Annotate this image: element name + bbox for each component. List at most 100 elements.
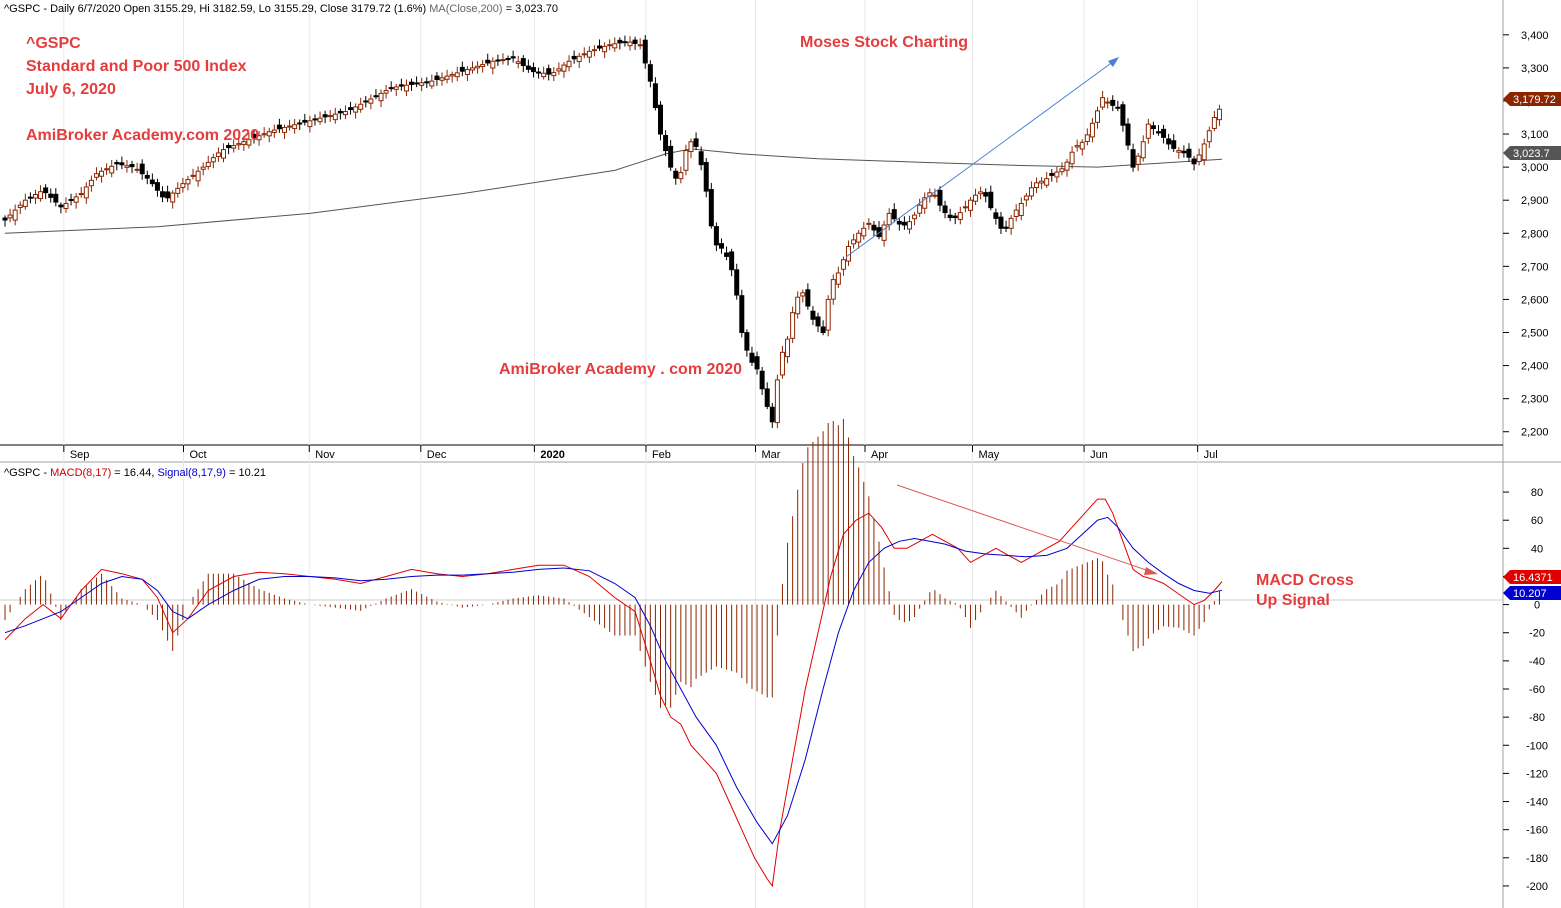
candle-up — [38, 191, 44, 200]
month-label: Sep — [70, 449, 90, 461]
candle-down — [48, 193, 54, 198]
candle-up — [576, 55, 582, 62]
candle-up — [688, 141, 694, 153]
candle-up — [1034, 182, 1040, 189]
candle-up — [205, 161, 211, 168]
candle-up — [439, 77, 445, 81]
candle-down — [546, 68, 552, 75]
candle-down — [617, 39, 623, 44]
candle-up — [175, 187, 181, 194]
candle-down — [226, 144, 232, 149]
candle-up — [215, 152, 221, 157]
candle-up — [469, 67, 475, 71]
candle-down — [983, 192, 989, 197]
candle-up — [185, 179, 191, 185]
candle-down — [1181, 150, 1187, 154]
candle-up — [515, 61, 521, 64]
candle-down — [1186, 148, 1192, 158]
price-tick-label: 2,900 — [1521, 195, 1549, 207]
candle-down — [505, 58, 511, 61]
candle-down — [729, 251, 735, 271]
candle-down — [876, 227, 882, 238]
candle-down — [718, 243, 724, 249]
month-label: Oct — [189, 449, 206, 461]
candle-up — [1018, 203, 1024, 217]
candle-down — [1130, 149, 1136, 168]
candle-up — [378, 92, 384, 102]
candle-down — [1161, 128, 1167, 138]
candle-down — [810, 310, 816, 320]
macd-tick-label: -20 — [1529, 628, 1545, 640]
month-label: Jun — [1090, 449, 1108, 461]
candle-up — [1089, 122, 1095, 138]
candle-down — [165, 191, 171, 199]
macd-tick-label: -200 — [1526, 881, 1548, 893]
candle-up — [88, 179, 94, 187]
candle-down — [2, 217, 8, 221]
candle-up — [866, 222, 872, 225]
candle-up — [886, 212, 892, 226]
candle-down — [1125, 123, 1131, 146]
candle-down — [495, 59, 501, 62]
macd-tick-label: 40 — [1531, 543, 1543, 555]
price-tick-label: 2,600 — [1521, 294, 1549, 306]
candle-up — [1084, 134, 1090, 142]
candle-down — [1171, 140, 1177, 149]
macd-tick-label: -40 — [1529, 656, 1545, 668]
candle-up — [627, 41, 633, 47]
macd-tick-label: -80 — [1529, 712, 1545, 724]
macd-note-line2: Up Signal — [1256, 592, 1330, 609]
candle-down — [993, 212, 999, 219]
price-tick-label: 2,400 — [1521, 361, 1549, 373]
candle-down — [1115, 106, 1121, 109]
candle-down — [398, 84, 404, 87]
candle-up — [490, 60, 496, 69]
candle-down — [1003, 226, 1009, 229]
candle-up — [581, 53, 587, 56]
candle-up — [1028, 187, 1034, 197]
candle-down — [297, 122, 303, 125]
candle-down — [764, 388, 770, 407]
candle-down — [373, 95, 379, 98]
candle-down — [663, 135, 669, 152]
candle-up — [99, 170, 105, 177]
candle-up — [683, 150, 689, 171]
candle-up — [607, 44, 613, 47]
candle-down — [459, 66, 465, 72]
candle-down — [708, 189, 714, 227]
candle-up — [1079, 141, 1085, 150]
candle-down — [642, 39, 648, 64]
candle-down — [871, 224, 877, 231]
candle-down — [129, 164, 135, 168]
candle-up — [342, 111, 348, 116]
price-header: ^GSPC - Daily 6/7/2020 Open 3155.29, Hi … — [4, 3, 558, 15]
candle-up — [7, 214, 13, 219]
candle-up — [906, 221, 912, 230]
candle-up — [586, 50, 592, 58]
candle-down — [815, 316, 821, 327]
candle-up — [1135, 155, 1141, 165]
price-tick-label: 3,000 — [1521, 162, 1549, 174]
candle-up — [256, 135, 262, 141]
candle-down — [27, 196, 33, 199]
candle-down — [485, 59, 491, 64]
candle-up — [774, 379, 780, 424]
candle-down — [937, 189, 943, 206]
candle-up — [292, 124, 298, 130]
candle-up — [1176, 150, 1182, 153]
candle-up — [93, 173, 99, 178]
candle-up — [17, 204, 23, 209]
candle-up — [480, 64, 486, 68]
ticker-annotation: ^GSPC — [26, 35, 81, 52]
candle-up — [840, 259, 846, 270]
candle-up — [962, 206, 968, 209]
candle-up — [556, 68, 562, 72]
candle-up — [1196, 154, 1202, 163]
candle-down — [759, 370, 765, 390]
price-tick-label: 2,500 — [1521, 328, 1549, 340]
candle-down — [713, 226, 719, 246]
candle-up — [353, 106, 359, 113]
candle-up — [1074, 145, 1080, 148]
candle-down — [414, 82, 420, 85]
